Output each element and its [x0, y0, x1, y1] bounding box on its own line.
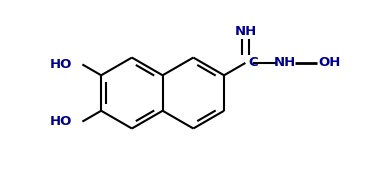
Text: NH: NH: [234, 25, 257, 38]
Text: HO: HO: [50, 115, 72, 128]
Text: NH: NH: [274, 57, 296, 70]
Text: C: C: [248, 57, 258, 70]
Text: HO: HO: [50, 58, 72, 71]
Text: OH: OH: [318, 57, 340, 70]
